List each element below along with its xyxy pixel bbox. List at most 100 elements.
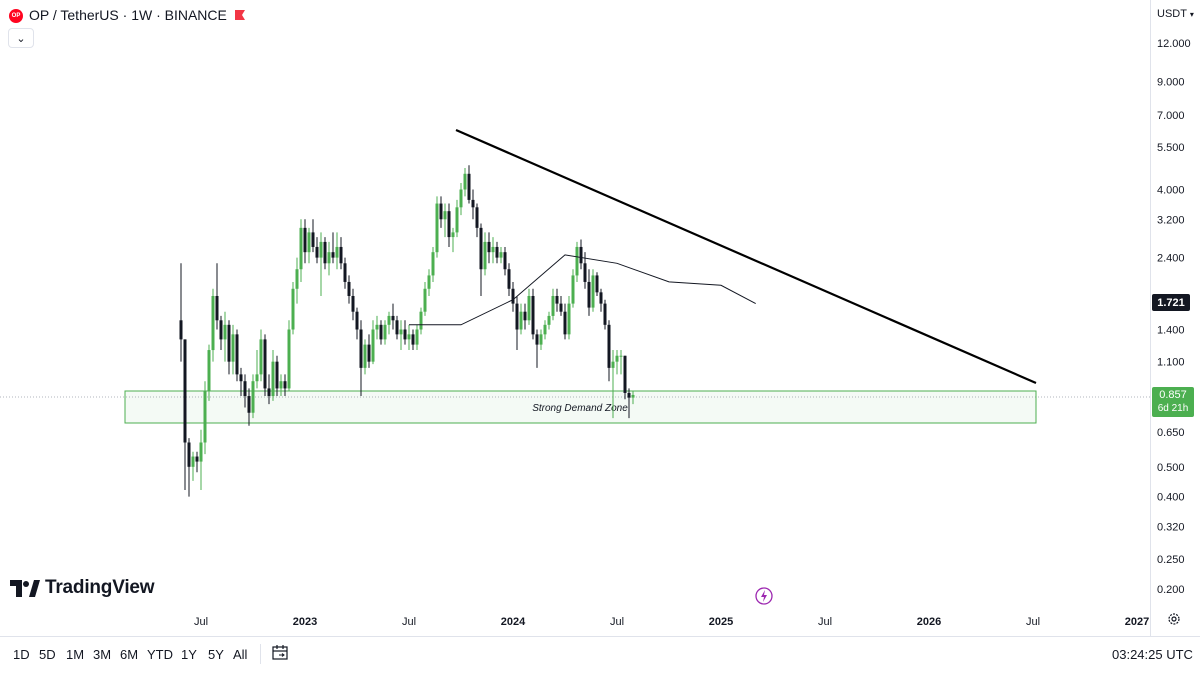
candle-body: [619, 355, 623, 357]
candle-body: [391, 315, 395, 321]
time-tick: 2024: [501, 616, 526, 628]
candle-body: [283, 381, 287, 389]
candle: [307, 227, 311, 264]
candle-body: [479, 227, 483, 270]
date-range-icon[interactable]: [271, 644, 289, 662]
candle: [579, 239, 583, 270]
candle-body: [499, 252, 503, 258]
candle: [327, 241, 331, 276]
timeframe-3m[interactable]: 3M: [93, 647, 112, 662]
currency-selector[interactable]: USDT ▾: [1157, 8, 1194, 20]
candle-body: [491, 246, 495, 253]
candle: [243, 374, 247, 408]
candle-body: [515, 303, 519, 330]
demand-zone-box[interactable]: [124, 390, 1037, 424]
flag-icon[interactable]: [234, 9, 246, 21]
timeframe-5y[interactable]: 5Y: [208, 647, 224, 662]
candle-body: [203, 391, 207, 443]
candle: [267, 374, 271, 405]
candle-body: [315, 246, 319, 258]
symbol-title[interactable]: OP / TetherUS · 1W · BINANCE: [29, 7, 227, 23]
candle: [411, 329, 415, 351]
candle-body: [587, 281, 591, 308]
price-axis[interactable]: 12.000 9.000 7.000 5.500 4.000 3.200 2.400 1.40…: [1157, 38, 1191, 596]
candle-body: [547, 315, 551, 325]
timeframe-5d[interactable]: 5D: [39, 647, 56, 662]
candle-body: [355, 311, 359, 330]
candle: [359, 320, 363, 397]
timeframe-1d[interactable]: 1D: [13, 647, 30, 662]
candle-body: [359, 329, 363, 368]
candle-body: [379, 324, 383, 340]
candle: [455, 199, 459, 238]
candle: [255, 350, 259, 389]
candle: [295, 257, 299, 304]
timeframe-6m[interactable]: 6M: [120, 647, 139, 662]
currency-label: USDT: [1157, 8, 1187, 20]
candle: [591, 269, 595, 312]
price-tick: 2.400: [1157, 253, 1185, 265]
utc-clock[interactable]: 03:24:25 UTC: [1112, 647, 1193, 662]
tradingview-logo[interactable]: TradingView: [10, 577, 155, 599]
time-tick: Jul: [610, 616, 624, 628]
time-axis[interactable]: Jul 2023 Jul 2024 Jul 2025 Jul 2026 Jul 2027: [194, 616, 1149, 628]
candle-body: [295, 269, 299, 289]
candle-body: [387, 315, 391, 325]
op-logo-icon: OP: [9, 9, 23, 23]
timeframe-1y[interactable]: 1Y: [181, 647, 197, 662]
candle: [535, 329, 539, 368]
candle: [275, 355, 279, 397]
candle-body: [567, 303, 571, 335]
price-tick: 7.000: [1157, 110, 1185, 122]
chevron-down-icon: ▾: [1189, 10, 1194, 19]
time-tick: 2023: [293, 616, 317, 628]
descending-trendline[interactable]: [455, 128, 1037, 385]
candle-body: [419, 311, 423, 330]
candle: [603, 299, 607, 330]
price-tick: 0.250: [1157, 554, 1185, 566]
candle-body: [435, 203, 439, 253]
candle: [631, 391, 635, 405]
collapse-legend-button[interactable]: ⌄: [8, 28, 34, 48]
candle-body: [179, 320, 183, 340]
candle-body: [231, 334, 235, 362]
candle: [219, 315, 223, 351]
candle: [595, 272, 599, 296]
candle: [383, 320, 387, 345]
last-price-label: 1.721: [1152, 294, 1190, 311]
candle: [495, 241, 499, 264]
candle-body: [527, 295, 531, 321]
candle-body: [263, 339, 267, 389]
candle: [499, 246, 503, 264]
candle-body: [275, 361, 279, 389]
lightning-icon[interactable]: [755, 587, 773, 605]
candle-body: [595, 275, 599, 293]
candle: [475, 203, 479, 238]
candle-body: [303, 227, 307, 253]
timeframe-ytd[interactable]: YTD: [147, 647, 173, 662]
timeframe-all[interactable]: All: [233, 647, 248, 662]
current-price-label: 0.857 6d 21h: [1152, 387, 1194, 417]
price-tick: 12.000: [1157, 38, 1191, 50]
candle-body: [559, 303, 563, 312]
candle: [271, 350, 275, 401]
candle-body: [383, 324, 387, 340]
candle: [179, 263, 183, 362]
candle: [539, 329, 543, 351]
bottom-toolbar: 1D 5D 1M 3M 6M YTD 1Y 5Y All 03:24:25 UT…: [0, 637, 1200, 673]
price-tick: 0.500: [1157, 462, 1185, 474]
candle-body: [371, 329, 375, 362]
candle-body: [311, 232, 315, 247]
chevron-down-icon: ⌄: [16, 32, 26, 45]
candle: [195, 451, 199, 473]
candle: [471, 189, 475, 220]
timeframe-1m[interactable]: 1M: [66, 647, 85, 662]
candle-countdown: 6d 21h: [1157, 403, 1189, 414]
candle-body: [243, 381, 247, 397]
demand-zone[interactable]: Strong Demand Zone: [124, 390, 1037, 424]
candle: [451, 227, 455, 253]
candle: [203, 381, 207, 455]
gear-icon[interactable]: [1167, 612, 1181, 626]
candle: [335, 232, 339, 270]
